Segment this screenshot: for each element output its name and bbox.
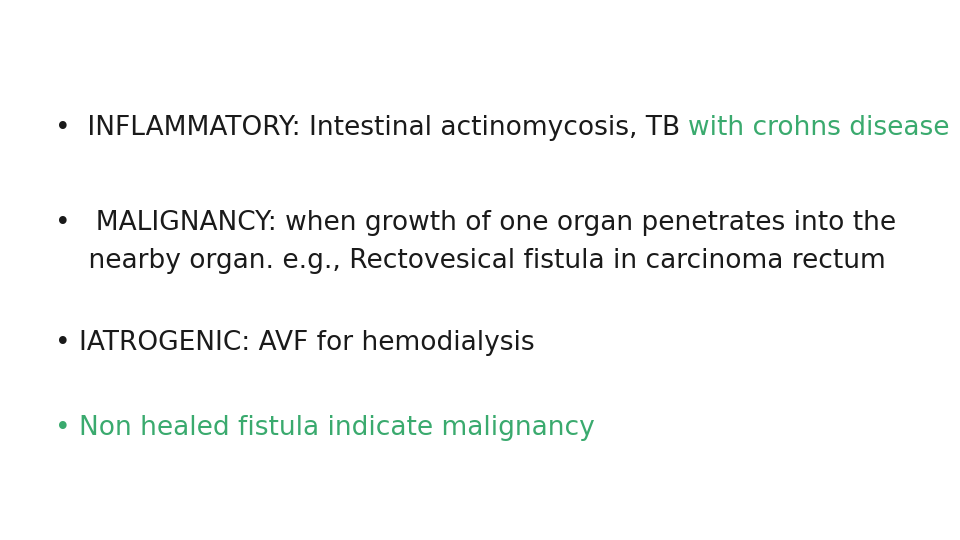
Text: with crohns disease: with crohns disease — [688, 115, 950, 141]
Text: • IATROGENIC: AVF for hemodialysis: • IATROGENIC: AVF for hemodialysis — [55, 330, 535, 356]
Text: •  INFLAMMATORY: Intestinal actinomycosis, TB: • INFLAMMATORY: Intestinal actinomycosis… — [55, 115, 688, 141]
Text: •   MALIGNANCY: when growth of one organ penetrates into the
    nearby organ. e: • MALIGNANCY: when growth of one organ p… — [55, 210, 896, 274]
Text: • Non healed fistula indicate malignancy: • Non healed fistula indicate malignancy — [55, 415, 595, 441]
